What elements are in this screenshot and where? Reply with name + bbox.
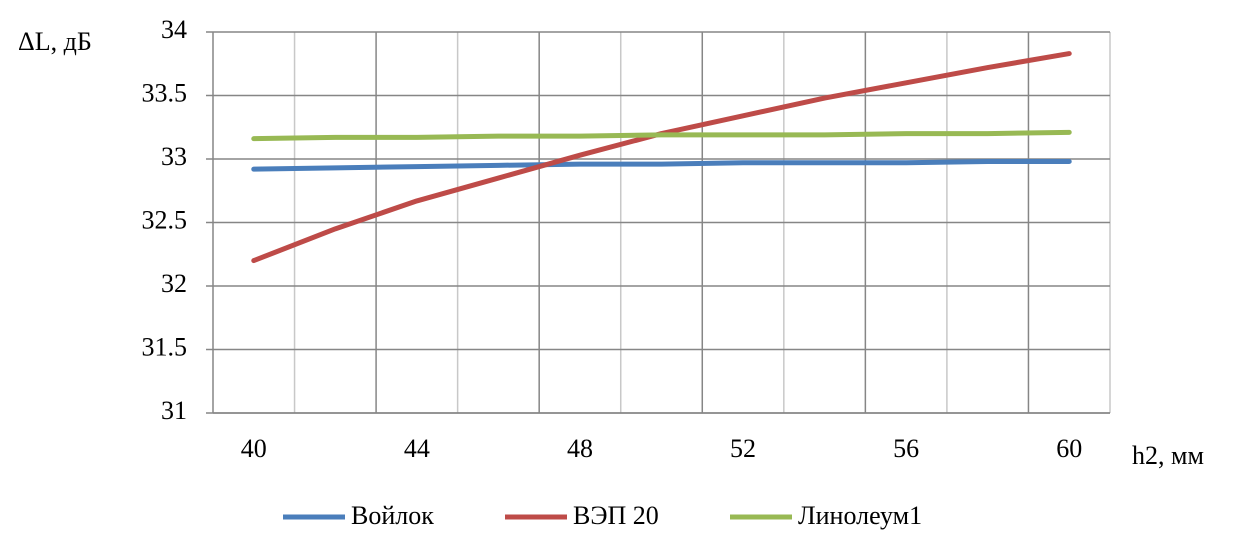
y-tick-label: 32.5 [142,205,188,234]
y-tick-label: 31.5 [142,332,188,361]
y-tick-label: 31 [161,396,187,425]
series-line [251,129,1072,142]
legend-label: Войлок [351,501,434,530]
legend-label: Линолеум1 [798,501,922,530]
legend-label: ВЭП 20 [573,501,659,530]
x-tick-label: 40 [241,434,267,463]
series-line [251,159,1072,172]
x-tick-label: 48 [567,434,593,463]
x-tick-label: 52 [730,434,756,463]
x-tick-label: 56 [893,434,919,463]
y-tick-label: 32 [161,269,187,298]
y-tick-label: 34 [161,15,187,44]
y-axis-label: ΔL, дБ [18,27,92,56]
y-tick-label: 33.5 [142,78,188,107]
y-tick-label: 33 [161,142,187,171]
x-tick-label: 60 [1056,434,1082,463]
x-tick-label: 44 [404,434,430,463]
x-axis-label: h2, мм [1132,441,1204,470]
